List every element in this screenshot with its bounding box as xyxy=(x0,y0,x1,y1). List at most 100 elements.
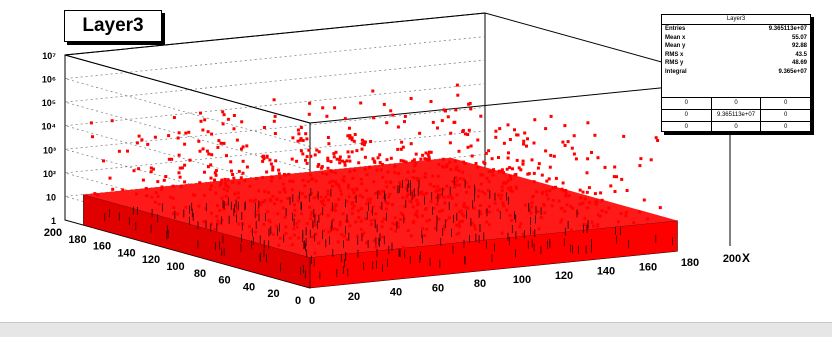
data-marker xyxy=(317,150,321,154)
data-marker xyxy=(363,155,367,159)
grid-line xyxy=(64,83,486,195)
data-marker xyxy=(548,189,552,193)
data-marker xyxy=(374,212,378,216)
data-marker xyxy=(135,192,138,196)
data-marker xyxy=(389,109,393,113)
data-marker xyxy=(224,194,228,198)
data-marker xyxy=(500,231,504,235)
data-marker xyxy=(604,210,608,214)
stats-value: 43.5 xyxy=(795,51,807,58)
data-marker xyxy=(220,178,224,182)
data-marker xyxy=(502,171,505,175)
data-marker xyxy=(642,198,646,202)
data-marker xyxy=(288,179,292,183)
data-marker xyxy=(499,169,503,173)
stats-value: 9.365113e+07 xyxy=(768,26,807,32)
data-marker xyxy=(532,141,536,145)
data-marker xyxy=(336,240,340,244)
data-marker xyxy=(359,101,363,105)
data-marker xyxy=(361,233,365,237)
x-tick-label: 100 xyxy=(513,274,531,286)
data-marker xyxy=(332,155,336,159)
data-marker xyxy=(315,148,319,152)
data-marker xyxy=(514,187,518,190)
stats-label: Mean x xyxy=(665,34,686,41)
data-marker xyxy=(316,194,319,198)
data-marker xyxy=(440,119,444,123)
data-marker xyxy=(594,200,598,204)
data-marker xyxy=(369,197,372,201)
data-marker xyxy=(326,156,330,160)
y-tick-label: 100 xyxy=(166,261,184,273)
data-marker xyxy=(160,187,164,191)
data-marker xyxy=(458,210,462,214)
data-marker xyxy=(290,188,294,192)
data-marker xyxy=(536,209,540,213)
data-marker xyxy=(281,182,285,186)
y-tick-label: 140 xyxy=(117,247,135,259)
data-marker xyxy=(203,118,207,122)
data-marker xyxy=(622,134,626,138)
data-marker xyxy=(314,223,318,227)
data-marker xyxy=(327,230,331,234)
data-marker xyxy=(544,189,548,193)
data-marker xyxy=(474,162,478,165)
data-marker xyxy=(504,181,508,185)
data-marker xyxy=(343,117,347,121)
data-marker xyxy=(365,241,368,245)
data-marker xyxy=(350,150,354,154)
data-marker xyxy=(343,163,347,167)
data-marker xyxy=(339,220,343,224)
data-marker xyxy=(434,189,438,193)
data-marker xyxy=(521,162,525,166)
data-marker xyxy=(293,233,297,237)
data-marker xyxy=(188,158,192,162)
data-marker xyxy=(585,171,589,175)
stats-title: Layer3 xyxy=(662,15,810,25)
data-marker xyxy=(177,131,181,135)
stats-row-mean-x: Mean x 55.07 xyxy=(662,34,810,43)
data-marker xyxy=(180,166,184,170)
data-marker xyxy=(441,188,445,192)
data-marker xyxy=(332,207,336,211)
data-marker xyxy=(354,187,358,191)
data-marker xyxy=(462,214,465,218)
data-marker xyxy=(305,161,309,165)
data-marker xyxy=(342,179,346,183)
stats-box: Layer3 Entries 9.365113e+07 Mean x 55.07… xyxy=(661,14,811,133)
data-marker xyxy=(389,227,393,231)
data-marker xyxy=(418,131,422,135)
stats-grid-cell: 0 xyxy=(712,122,762,133)
data-marker xyxy=(436,185,440,189)
data-marker xyxy=(337,197,340,201)
data-marker xyxy=(389,156,393,160)
data-marker xyxy=(230,169,233,173)
data-marker xyxy=(171,184,175,188)
data-marker xyxy=(111,187,115,191)
data-marker xyxy=(473,227,477,231)
data-marker xyxy=(596,156,600,160)
data-marker xyxy=(441,157,445,161)
data-marker xyxy=(102,159,105,163)
data-marker xyxy=(307,148,311,152)
data-marker xyxy=(419,157,423,161)
data-marker xyxy=(414,152,418,156)
data-marker xyxy=(554,176,558,180)
data-marker xyxy=(282,188,286,192)
data-marker xyxy=(393,171,397,175)
data-marker xyxy=(457,149,461,153)
data-marker xyxy=(108,176,112,180)
data-marker xyxy=(273,132,277,135)
data-marker xyxy=(599,191,603,195)
data-marker xyxy=(427,150,431,154)
data-marker xyxy=(183,142,187,146)
data-marker xyxy=(137,134,141,138)
data-marker xyxy=(359,219,363,223)
z-tick-label: 10⁵ xyxy=(42,98,56,108)
data-marker xyxy=(560,206,564,210)
data-marker xyxy=(391,203,395,207)
data-marker xyxy=(511,167,514,171)
data-marker xyxy=(245,165,249,169)
x-axis-title: X xyxy=(742,251,750,265)
data-marker xyxy=(455,223,459,227)
